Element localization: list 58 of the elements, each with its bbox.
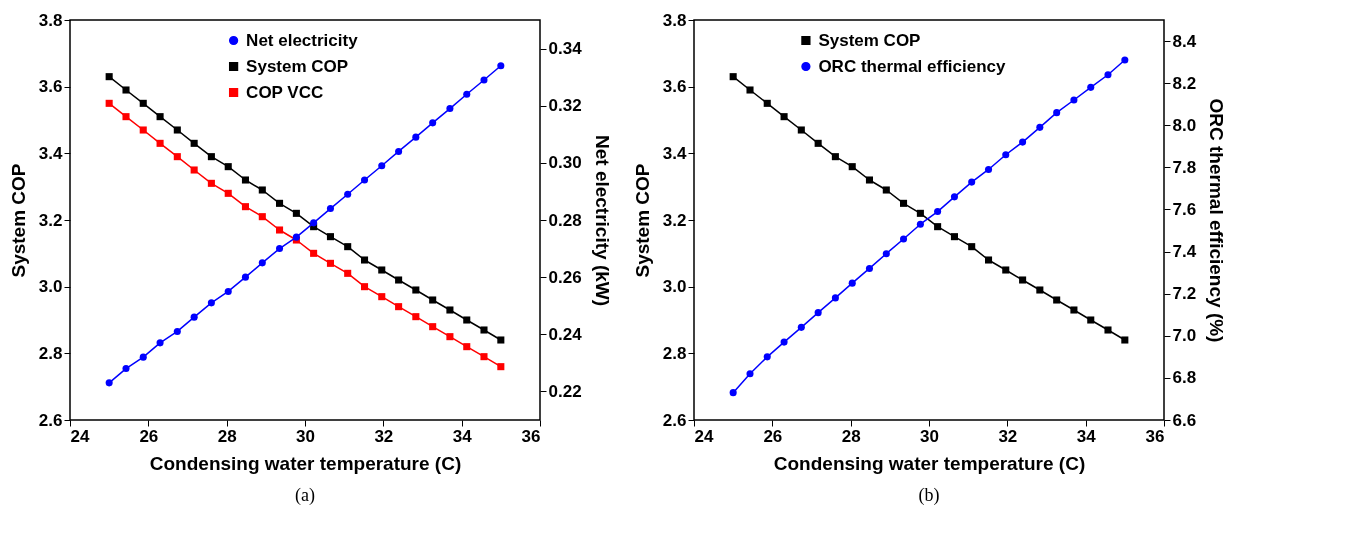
- y2-axis-title: ORC thermal efficiency (%): [1206, 98, 1228, 343]
- y-tick-label: 2.8: [662, 343, 687, 363]
- y-axis-title: System COP: [7, 163, 29, 278]
- y-tick-label: 3.0: [38, 277, 63, 297]
- x-tick-label: 28: [217, 426, 237, 446]
- y-tick-label: 3.4: [38, 143, 64, 163]
- y-tick-label: 3.8: [662, 10, 687, 30]
- y2-tick-label: 8.0: [1172, 115, 1197, 135]
- x-tick-label: 26: [763, 426, 783, 446]
- x-axis-title: Condensing water temperature (C): [773, 452, 1086, 474]
- x-tick-label: 36: [521, 426, 541, 446]
- y-tick-label: 3.6: [662, 77, 687, 97]
- x-tick-label: 32: [998, 426, 1018, 446]
- legend-label: System COP: [246, 56, 349, 76]
- x-tick-label: 30: [296, 426, 315, 446]
- x-tick-label: 34: [1076, 426, 1097, 446]
- y2-tick-label: 7.4: [1172, 242, 1197, 262]
- legend-label: COP VCC: [246, 82, 324, 102]
- y2-tick-label: 6.8: [1172, 368, 1197, 388]
- x-tick-label: 24: [694, 426, 714, 446]
- y2-tick-label: 6.6: [1172, 410, 1197, 430]
- y2-tick-label: 0.30: [548, 153, 582, 173]
- y2-tick-label: 8.2: [1172, 73, 1197, 93]
- y2-tick-label: 0.32: [548, 96, 582, 116]
- y2-tick-label: 7.0: [1172, 326, 1197, 346]
- x-tick-label: 32: [374, 426, 394, 446]
- y2-tick-label: 0.28: [548, 210, 582, 230]
- text: (b): [918, 485, 940, 506]
- y-tick-label: 2.6: [38, 410, 63, 430]
- x-tick-label: 28: [841, 426, 861, 446]
- legend-label: ORC thermal efficiency: [818, 56, 1006, 76]
- y-tick-label: 3.4: [662, 143, 688, 163]
- text: (a): [295, 485, 315, 506]
- y2-tick-label: 0.22: [548, 381, 582, 401]
- y-tick-label: 2.8: [38, 343, 63, 363]
- y2-tick-label: 0.26: [548, 267, 582, 287]
- y2-tick-label: 8.4: [1172, 31, 1197, 51]
- y2-tick-label: 7.6: [1172, 199, 1197, 219]
- y2-tick-label: 0.24: [548, 324, 583, 344]
- y-axis-title: System COP: [631, 163, 653, 278]
- x-tick-label: 24: [70, 426, 90, 446]
- y-tick-label: 3.2: [38, 210, 63, 230]
- x-tick-label: 26: [139, 426, 159, 446]
- x-tick-label: 36: [1145, 426, 1165, 446]
- y-tick-label: 3.0: [662, 277, 687, 297]
- y-tick-label: 3.6: [38, 77, 63, 97]
- y2-tick-label: 7.2: [1172, 284, 1197, 304]
- legend-label: System COP: [818, 30, 921, 50]
- y-tick-label: 3.8: [38, 10, 63, 30]
- y2-tick-label: 0.34: [548, 39, 583, 59]
- y-tick-label: 2.6: [662, 410, 687, 430]
- y2-tick-label: 7.8: [1172, 157, 1197, 177]
- x-tick-label: 30: [920, 426, 939, 446]
- y2-axis-title: Net electricity (kW): [591, 134, 613, 307]
- x-tick-label: 34: [452, 426, 473, 446]
- x-axis-title: Condensing water temperature (C): [149, 452, 462, 474]
- y-tick-label: 3.2: [662, 210, 687, 230]
- legend-label: Net electricity: [246, 30, 359, 50]
